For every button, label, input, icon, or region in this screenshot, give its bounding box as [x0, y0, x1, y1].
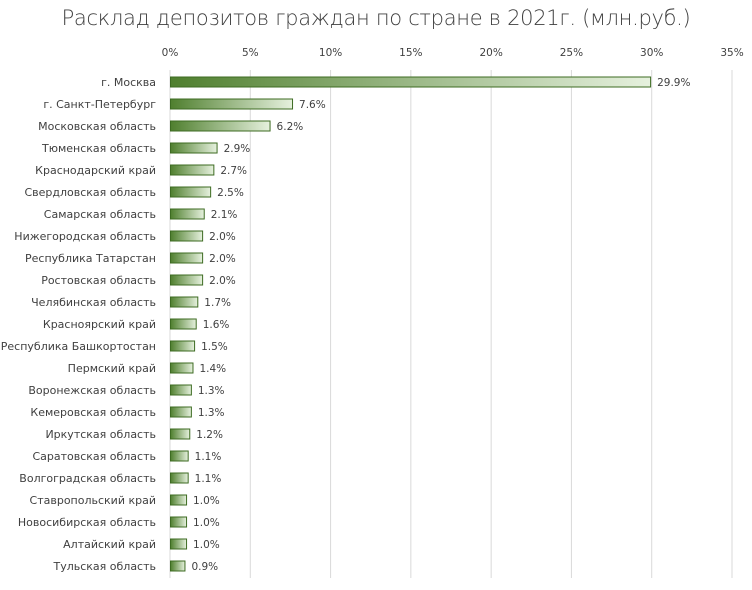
- bar: [170, 164, 215, 176]
- chart-title: Расклад депозитов граждан по стране в 20…: [61, 6, 691, 30]
- data-label: 2.9%: [224, 143, 251, 155]
- bar: [170, 142, 218, 154]
- x-tick-label: 25%: [560, 47, 583, 59]
- bar: [170, 494, 188, 506]
- category-label: Саратовская область: [32, 450, 156, 463]
- bar: [170, 384, 192, 396]
- data-label: 7.6%: [299, 99, 326, 111]
- bar: [170, 450, 189, 462]
- x-tick-label: 20%: [479, 47, 502, 59]
- bar: [170, 76, 652, 88]
- x-tick-label: 30%: [640, 47, 663, 59]
- bar: [170, 318, 197, 330]
- x-tick-label: 15%: [399, 47, 422, 59]
- data-label: 1.0%: [193, 495, 220, 507]
- bar: [170, 252, 204, 264]
- category-label: Ставропольский край: [30, 494, 156, 507]
- data-label: 1.7%: [204, 297, 231, 309]
- category-label: Республика Татарстан: [25, 252, 156, 265]
- data-label: 1.3%: [198, 407, 225, 419]
- bar: [170, 362, 194, 374]
- bar: [170, 296, 199, 308]
- data-label: 2.0%: [209, 231, 236, 243]
- bar: [170, 472, 189, 484]
- data-label: 1.0%: [193, 517, 220, 529]
- bar: [170, 406, 192, 418]
- category-label: Красноярский край: [43, 318, 156, 331]
- category-label: Челябинская область: [31, 296, 156, 309]
- category-label: Тульская область: [52, 560, 156, 573]
- bar: [170, 428, 191, 440]
- category-label: Алтайский край: [63, 538, 156, 551]
- x-tick-label: 5%: [242, 47, 259, 59]
- category-label: г. Санкт-Петербург: [43, 98, 156, 111]
- data-label: 29.9%: [657, 77, 690, 89]
- category-label: Воронежская область: [28, 384, 156, 397]
- data-label: 1.4%: [199, 363, 226, 375]
- x-tick-label: 35%: [720, 47, 743, 59]
- data-label: 6.2%: [277, 121, 304, 133]
- data-label: 2.5%: [217, 187, 244, 199]
- bar: [170, 340, 196, 352]
- bar: [170, 98, 294, 110]
- category-label: Ростовская область: [41, 274, 156, 287]
- x-tick-label: 10%: [319, 47, 342, 59]
- data-label: 1.2%: [196, 429, 223, 441]
- category-label: Самарская область: [44, 208, 156, 221]
- category-label: Свердловская область: [24, 186, 156, 199]
- category-label: Нижегородская область: [14, 230, 156, 243]
- data-label: 0.9%: [191, 561, 218, 573]
- data-label: 2.0%: [209, 253, 236, 265]
- data-label: 1.1%: [195, 451, 222, 463]
- category-label: Тюменская область: [41, 142, 156, 155]
- bar: [170, 120, 271, 132]
- category-label: Московская область: [38, 120, 156, 133]
- data-label: 2.7%: [220, 165, 247, 177]
- category-label: Волгоградская область: [19, 472, 156, 485]
- data-label: 1.1%: [195, 473, 222, 485]
- bar: [170, 560, 186, 572]
- data-label: 1.5%: [201, 341, 228, 353]
- bar: [170, 516, 188, 528]
- x-tick-label: 0%: [162, 47, 179, 59]
- bar: [170, 186, 212, 198]
- data-label: 1.0%: [193, 539, 220, 551]
- category-label: Краснодарский край: [35, 164, 156, 177]
- data-label: 1.6%: [203, 319, 230, 331]
- bar: [170, 208, 205, 220]
- category-label: Новосибирская область: [18, 516, 156, 529]
- data-label: 2.1%: [211, 209, 238, 221]
- category-label: Пермский край: [68, 362, 156, 375]
- category-label: Кемеровская область: [30, 406, 156, 419]
- data-label: 2.0%: [209, 275, 236, 287]
- bar: [170, 230, 204, 242]
- bar: [170, 274, 204, 286]
- bar: [170, 538, 188, 550]
- category-label: г. Москва: [101, 76, 156, 89]
- data-label: 1.3%: [198, 385, 225, 397]
- category-label: Республика Башкортостан: [1, 340, 156, 353]
- category-label: Иркутская область: [45, 428, 156, 441]
